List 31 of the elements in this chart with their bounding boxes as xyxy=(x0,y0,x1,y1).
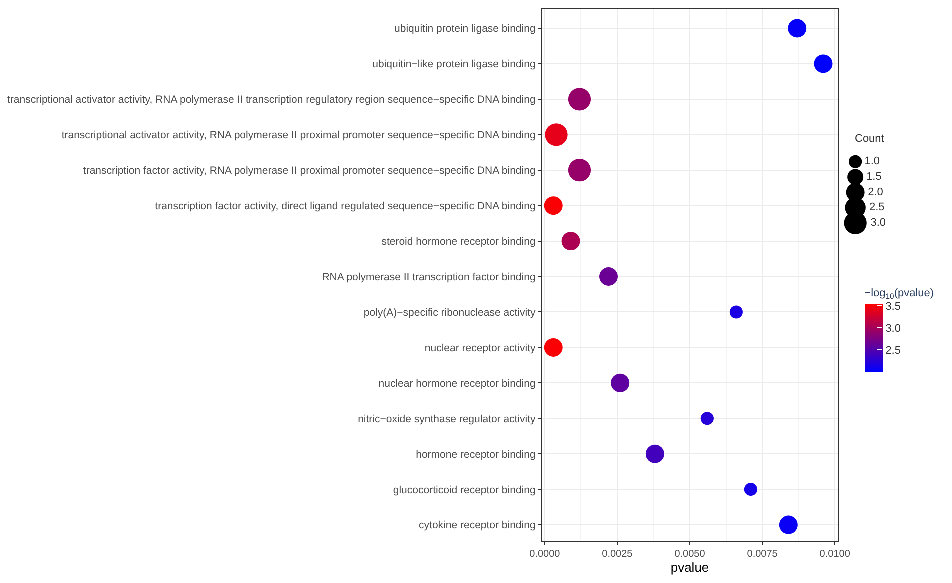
y-tick-label: nuclear receptor activity xyxy=(424,342,537,354)
color-bar-label: 3.0 xyxy=(886,322,901,335)
color-bar-label: 2.5 xyxy=(886,345,901,358)
color-bar-title: −log$_{10}$(pvalue) xyxy=(864,288,934,301)
legend-label: 1.0 xyxy=(864,156,880,168)
y-tick-label: nitric−oxide synthase regulator activity xyxy=(358,413,537,426)
legend-title: Count xyxy=(855,133,884,145)
legend-label: 1.5 xyxy=(866,170,882,183)
x-tick-label: 0.0025 xyxy=(602,549,634,560)
legend-label: 2.5 xyxy=(869,202,885,214)
y-tick-label: transcriptional activator activity, RNA polymerase II transcription regulatory region sequence−specific DNA binding xyxy=(8,94,536,106)
x-tick-label: 0.0000 xyxy=(530,549,561,560)
y-tick-label: steroid hormone receptor binding xyxy=(382,236,536,248)
y-tick-label: ubiquitin protein ligase binding xyxy=(394,23,536,36)
x-tick-label: 0.0100 xyxy=(820,549,851,560)
y-tick-label: RNA polymerase II transcription factor binding xyxy=(322,271,536,284)
y-tick-label: poly(A)−specific ribonuclease activity xyxy=(364,306,537,319)
color-bar-label: 3.5 xyxy=(886,300,901,313)
x-tick-label: 0.0075 xyxy=(747,549,778,560)
y-tick-label: cytokine receptor binding xyxy=(419,520,536,532)
y-tick-label: glucocorticoid receptor binding xyxy=(393,484,536,496)
y-tick-label: ubiquitin−like protein ligase binding xyxy=(372,58,536,71)
x-tick-label: 0.0050 xyxy=(674,549,706,560)
legend-label: 2.0 xyxy=(868,186,884,198)
y-tick-label: transcriptional activator activity, RNA polymerase II proximal promoter sequence−specific DNA binding xyxy=(62,130,536,142)
y-tick-label: hormone receptor binding xyxy=(416,448,536,461)
y-tick-label: transcription factor activity, direct ligand regulated sequence−specific DNA binding xyxy=(155,200,536,213)
y-tick-label: nuclear hormone receptor binding xyxy=(378,378,536,390)
x-axis-title: pvalue xyxy=(670,560,710,576)
y-tick-label: transcription factor activity, RNA polymerase II proximal promoter sequence−specific DNA binding xyxy=(83,165,536,178)
legend-label: 3.0 xyxy=(870,216,886,229)
